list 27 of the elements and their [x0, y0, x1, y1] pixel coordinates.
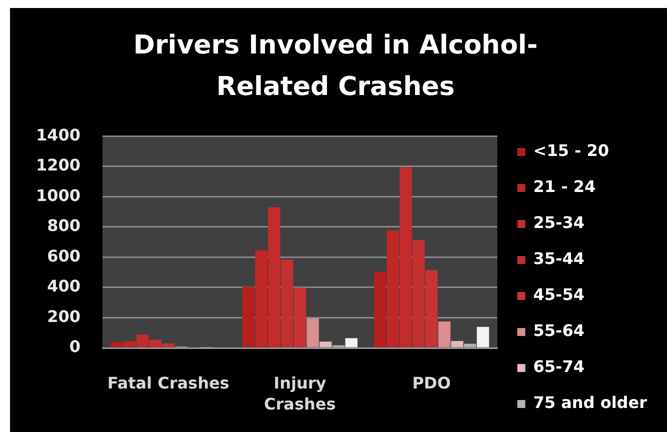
y-tick-label: 200	[47, 306, 81, 326]
x-tick-label: PDO	[412, 374, 451, 393]
y-tick-label: 400	[47, 276, 81, 296]
y-tick-label: 0	[69, 337, 81, 356]
y-tick-label: 1000	[36, 186, 81, 205]
bar	[476, 326, 490, 348]
x-tick-label: Injury Crashes	[264, 374, 336, 414]
legend-label: 65-74	[533, 357, 584, 376]
bar	[451, 341, 464, 348]
legend-label: 55-64	[533, 321, 584, 340]
legend-label: 25-34	[533, 213, 584, 232]
y-tick-label: 600	[47, 246, 81, 266]
legend-label: <15 - 20	[533, 141, 609, 160]
y-tick-label: 1200	[36, 156, 81, 175]
bar	[464, 344, 476, 348]
legend-label: 75 and older	[533, 393, 648, 412]
y-tick-label: 1400	[36, 125, 81, 144]
legend-label: 35-44	[533, 249, 584, 268]
bar	[345, 338, 358, 348]
x-tick-label: Fatal Crashes	[107, 374, 230, 393]
bar	[320, 342, 332, 348]
legend-label: 21 - 24	[533, 177, 596, 196]
y-tick-label: 800	[47, 216, 81, 236]
chart-title: Drivers Involved in Alcohol-Related Crashes	[133, 30, 538, 102]
legend-label: 45-54	[533, 285, 584, 304]
bar	[306, 318, 319, 348]
bar	[438, 322, 450, 348]
